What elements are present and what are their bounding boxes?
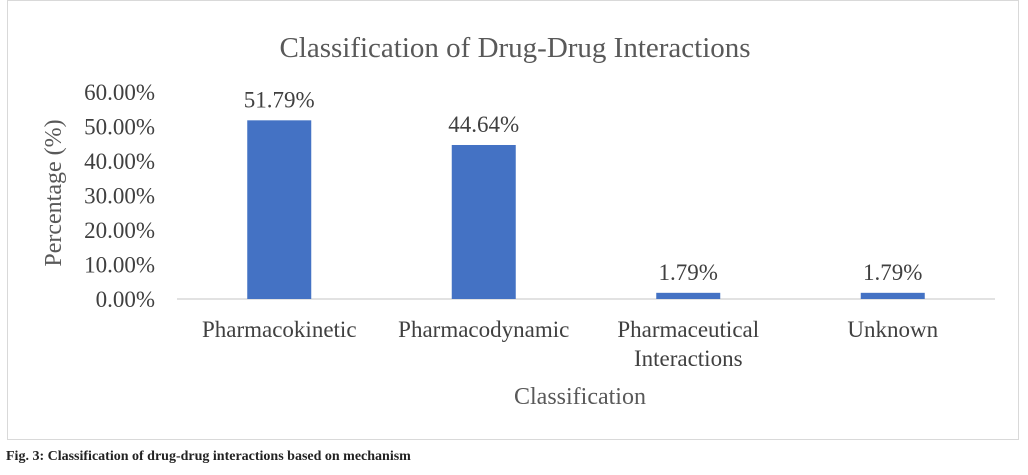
- x-axis-label: Classification: [514, 384, 646, 410]
- y-tick-label: 0.00%: [96, 287, 155, 312]
- data-label: 51.79%: [244, 87, 315, 112]
- y-tick-label: 30.00%: [84, 184, 155, 209]
- data-label: 1.79%: [863, 260, 922, 285]
- y-tick-label: 60.00%: [84, 80, 155, 105]
- x-tick-label: Unknown: [847, 317, 938, 342]
- y-axis-label: Percentage (%): [41, 119, 67, 266]
- data-label: 44.64%: [448, 112, 519, 137]
- data-label: 1.79%: [659, 260, 718, 285]
- y-tick-label: 40.00%: [84, 149, 155, 174]
- bar-chart: Classification of Drug-Drug Interactions…: [41, 32, 995, 410]
- bar: [451, 144, 516, 299]
- plot-area: 0.00% 10.00% 20.00% 30.00% 40.00% 50.00% 60.00…: [84, 80, 995, 371]
- y-tick-label: 50.00%: [84, 115, 155, 140]
- y-tick-label: 20.00%: [84, 218, 155, 243]
- x-tick-label: Pharmacokinetic: [202, 317, 357, 342]
- figure-caption: Fig. 3: Classification of drug-drug inte…: [6, 449, 411, 464]
- x-tick-label: Interactions: [634, 346, 743, 371]
- x-tick-label: Pharmacodynamic: [398, 317, 569, 342]
- bar: [656, 292, 721, 299]
- chart-title: Classification of Drug-Drug Interactions: [279, 32, 750, 64]
- y-tick-label: 10.00%: [84, 253, 155, 278]
- bar: [247, 120, 312, 300]
- x-tick-label: Pharmaceutical: [617, 317, 759, 342]
- bar: [860, 292, 925, 299]
